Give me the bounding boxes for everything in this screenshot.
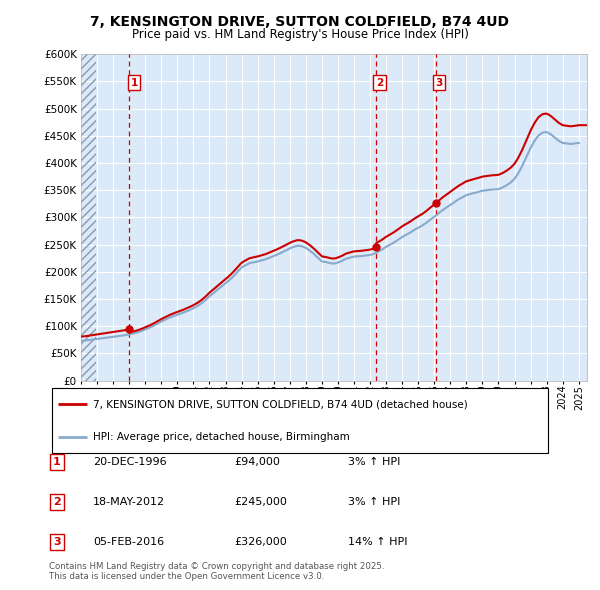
Text: 18-MAY-2012: 18-MAY-2012: [93, 497, 165, 507]
Text: 2: 2: [376, 77, 383, 87]
Text: £94,000: £94,000: [234, 457, 280, 467]
Text: 7, KENSINGTON DRIVE, SUTTON COLDFIELD, B74 4UD: 7, KENSINGTON DRIVE, SUTTON COLDFIELD, B…: [91, 15, 509, 29]
Text: 1: 1: [130, 77, 137, 87]
Text: 20-DEC-1996: 20-DEC-1996: [93, 457, 167, 467]
Text: 3% ↑ HPI: 3% ↑ HPI: [348, 457, 400, 467]
Text: 3: 3: [53, 537, 61, 546]
Text: £245,000: £245,000: [234, 497, 287, 507]
Text: 7, KENSINGTON DRIVE, SUTTON COLDFIELD, B74 4UD (detached house): 7, KENSINGTON DRIVE, SUTTON COLDFIELD, B…: [94, 399, 468, 409]
Text: 3: 3: [436, 77, 443, 87]
Text: Contains HM Land Registry data © Crown copyright and database right 2025.
This d: Contains HM Land Registry data © Crown c…: [49, 562, 385, 581]
Text: 3% ↑ HPI: 3% ↑ HPI: [348, 497, 400, 507]
Bar: [81, 54, 96, 381]
Text: 2: 2: [53, 497, 61, 507]
Text: 1: 1: [53, 457, 61, 467]
Text: Price paid vs. HM Land Registry's House Price Index (HPI): Price paid vs. HM Land Registry's House …: [131, 28, 469, 41]
Text: 05-FEB-2016: 05-FEB-2016: [93, 537, 164, 546]
Bar: [81, 54, 96, 381]
Text: £326,000: £326,000: [234, 537, 287, 546]
Text: HPI: Average price, detached house, Birmingham: HPI: Average price, detached house, Birm…: [94, 431, 350, 441]
Text: 14% ↑ HPI: 14% ↑ HPI: [348, 537, 407, 546]
FancyBboxPatch shape: [52, 388, 548, 453]
